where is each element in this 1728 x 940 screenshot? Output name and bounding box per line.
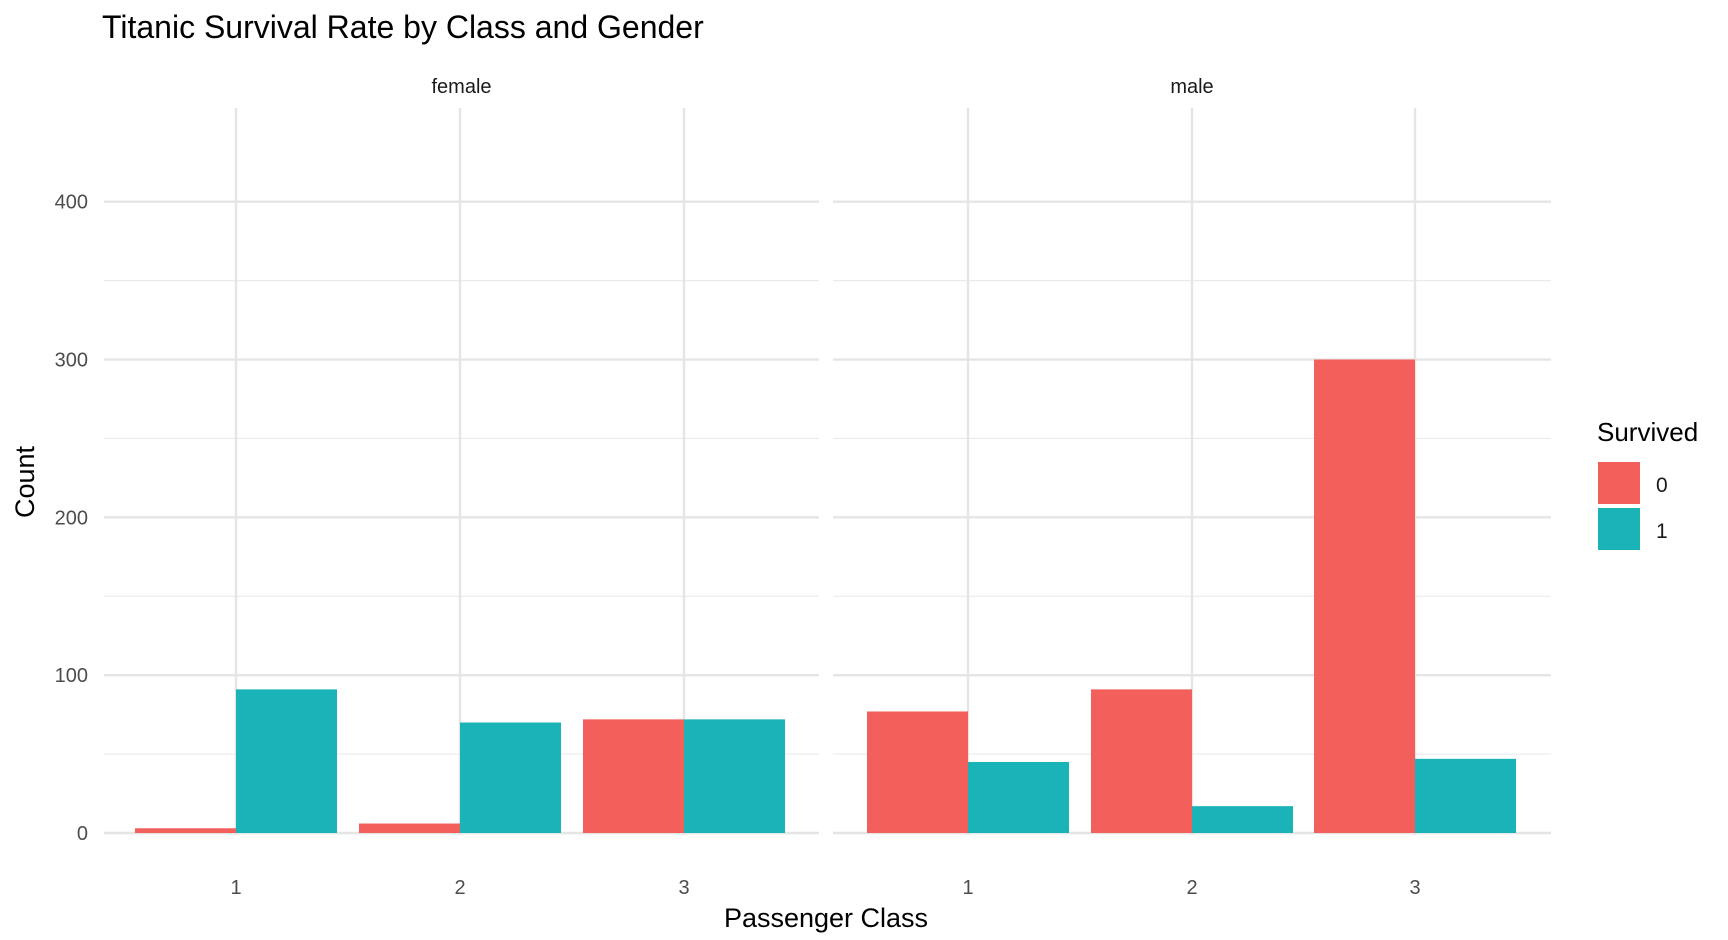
facet-label: male xyxy=(1170,76,1213,98)
x-tick-label: 2 xyxy=(1186,877,1197,899)
x-tick-label: 1 xyxy=(230,877,241,899)
bar-female-class1-survived0 xyxy=(135,828,236,833)
legend: Survived 0 1 xyxy=(1597,417,1698,550)
bar-male-class1-survived1 xyxy=(968,761,1069,833)
bar-male-class2-survived0 xyxy=(1091,689,1192,833)
y-tick-label: 400 xyxy=(55,192,88,214)
bar-male-class1-survived0 xyxy=(867,711,968,833)
y-tick-label: 100 xyxy=(55,665,88,687)
bar-male-class3-survived1 xyxy=(1415,758,1516,833)
facet-label: female xyxy=(431,76,491,98)
chart-title: Titanic Survival Rate by Class and Gende… xyxy=(102,9,704,45)
bar-male-class2-survived1 xyxy=(1192,806,1293,833)
chart-panels: 0 100 200 300 400 female 1 2 3 male 1 2 3 xyxy=(55,76,1551,899)
panel-male: male 1 2 3 xyxy=(833,76,1551,899)
y-tick-label: 200 xyxy=(55,507,88,529)
x-tick-label: 3 xyxy=(678,877,689,899)
bar-female-class2-survived1 xyxy=(460,722,561,833)
x-axis-label: Passenger Class xyxy=(724,903,928,933)
bar-female-class1-survived1 xyxy=(236,689,337,833)
panel-female: female 1 2 3 xyxy=(104,76,819,899)
legend-swatch-0 xyxy=(1598,462,1640,504)
bar-male-class3-survived0 xyxy=(1314,359,1415,833)
x-tick-label: 1 xyxy=(962,877,973,899)
y-axis-label: Count xyxy=(10,445,40,518)
y-tick-label: 0 xyxy=(77,823,88,845)
legend-label-0: 0 xyxy=(1656,474,1668,497)
legend-title: Survived xyxy=(1597,417,1698,447)
bar-female-class2-survived0 xyxy=(359,823,460,833)
bar-female-class3-survived0 xyxy=(583,719,684,833)
legend-swatch-1 xyxy=(1598,508,1640,550)
x-tick-label: 2 xyxy=(454,877,465,899)
legend-label-1: 1 xyxy=(1656,520,1668,543)
x-tick-label: 3 xyxy=(1409,877,1420,899)
y-tick-label: 300 xyxy=(55,350,88,372)
bar-female-class3-survived1 xyxy=(684,719,785,833)
